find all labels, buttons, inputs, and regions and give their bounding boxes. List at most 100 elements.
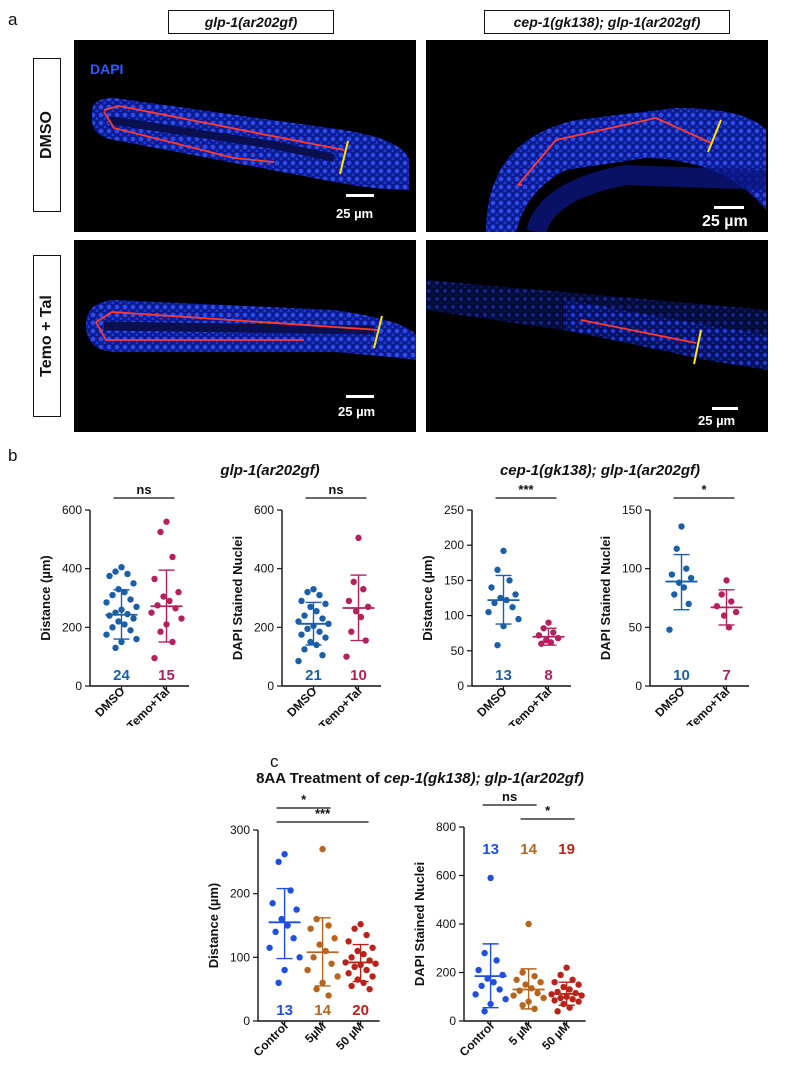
row-header-temo-tal-text: Temo + Tal — [38, 295, 55, 377]
significance-label: * — [301, 792, 307, 807]
scale-bar-2 — [714, 206, 744, 209]
data-point — [522, 981, 529, 988]
y-tick-label: 50 — [451, 644, 465, 658]
data-point — [481, 949, 488, 957]
data-point — [307, 638, 314, 646]
data-point — [519, 969, 526, 976]
data-point — [513, 976, 520, 983]
data-point — [304, 588, 311, 596]
y-tick-label: 300 — [230, 823, 250, 837]
sample-count: 13 — [276, 1002, 293, 1019]
y-tick-label: 0 — [635, 679, 642, 693]
data-point — [345, 597, 353, 605]
data-point — [551, 979, 558, 986]
distal-trace-line-4 — [580, 319, 697, 344]
data-point — [130, 615, 137, 622]
data-point — [157, 628, 164, 635]
data-point — [345, 970, 352, 977]
data-point — [525, 920, 532, 928]
data-point — [487, 874, 494, 882]
data-point — [304, 625, 311, 632]
micrograph-cep1-glp1-dmso: 25 µm — [426, 40, 768, 232]
data-point — [319, 615, 326, 622]
data-point — [569, 995, 576, 1003]
sample-count: 24 — [113, 667, 130, 684]
data-point — [169, 553, 176, 561]
data-point — [112, 644, 119, 652]
y-axis-label: DAPI Stained Nuclei — [598, 536, 613, 660]
x-tick-label: Control — [251, 1019, 291, 1059]
data-point — [538, 640, 545, 647]
data-point — [718, 591, 725, 598]
data-point — [360, 586, 367, 593]
data-point — [566, 1004, 573, 1011]
data-point — [550, 629, 557, 636]
data-point — [281, 966, 288, 974]
x-tick-label: Temo+Tal — [684, 684, 732, 726]
data-point — [357, 613, 365, 621]
x-tick-label: 50 µM — [539, 1019, 573, 1053]
scale-bar-label-3: 25 µm — [338, 404, 375, 419]
y-tick-label: 200 — [444, 538, 464, 552]
y-tick-label: 400 — [436, 917, 456, 931]
significance-label: * — [701, 482, 707, 497]
significance-label: *** — [315, 806, 331, 821]
data-point — [668, 571, 676, 578]
data-point — [112, 568, 119, 575]
data-point — [106, 572, 113, 580]
data-point — [547, 639, 555, 646]
data-point — [348, 628, 355, 635]
sample-count: 10 — [673, 667, 690, 684]
y-tick-label: 100 — [230, 950, 250, 964]
data-point — [575, 998, 582, 1005]
data-point — [313, 608, 320, 615]
data-point — [304, 966, 311, 974]
transition-zone-line-4 — [693, 329, 702, 365]
y-axis-label: Distance (µm) — [38, 555, 53, 641]
data-point — [124, 570, 131, 578]
data-point — [160, 593, 167, 600]
data-point — [130, 580, 137, 587]
y-tick-label: 0 — [243, 1014, 250, 1028]
data-point — [678, 523, 685, 530]
data-point — [313, 915, 320, 923]
x-tick-label: 5 µM — [506, 1019, 535, 1048]
data-point — [364, 603, 372, 610]
data-point — [166, 597, 173, 605]
data-point — [673, 545, 680, 552]
y-tick-label: 800 — [436, 820, 456, 834]
data-point — [478, 982, 485, 990]
data-point — [310, 954, 317, 961]
data-point — [334, 973, 341, 980]
significance-label: * — [545, 803, 551, 818]
data-point — [355, 534, 362, 542]
data-point — [560, 1000, 567, 1008]
data-point — [369, 973, 376, 980]
sample-count: 20 — [352, 1002, 369, 1019]
data-point — [472, 991, 479, 998]
y-tick-label: 150 — [622, 503, 642, 517]
y-axis-label: DAPI Stained Nuclei — [412, 862, 427, 986]
x-tick-label: Temo+Tal — [506, 684, 554, 726]
panel-c-title-prefix: 8AA Treatment of — [256, 770, 384, 787]
sample-count: 21 — [305, 667, 322, 684]
data-point — [307, 925, 314, 932]
data-point — [319, 652, 326, 659]
data-point — [509, 603, 516, 611]
y-tick-label: 200 — [254, 620, 274, 634]
y-tick-label: 0 — [267, 679, 274, 693]
row-header-temo-tal: Temo + Tal — [33, 255, 61, 417]
data-point — [494, 566, 501, 574]
x-tick-label: Temo+Tal — [316, 684, 364, 726]
x-tick-label: DMSO — [92, 684, 127, 719]
sample-count: 19 — [558, 841, 575, 858]
data-point — [316, 941, 323, 948]
data-point — [103, 631, 110, 638]
data-point — [148, 609, 155, 616]
data-point — [685, 600, 692, 608]
panel-b-title-1-text: glp-1(ar202gf) — [220, 462, 320, 479]
chart-b4: 0 50 100 150 DAPI Stained Nuclei DMSOTemo+Tal… — [598, 482, 749, 726]
data-point — [127, 596, 134, 603]
data-point — [540, 994, 547, 1002]
data-point — [352, 608, 360, 615]
